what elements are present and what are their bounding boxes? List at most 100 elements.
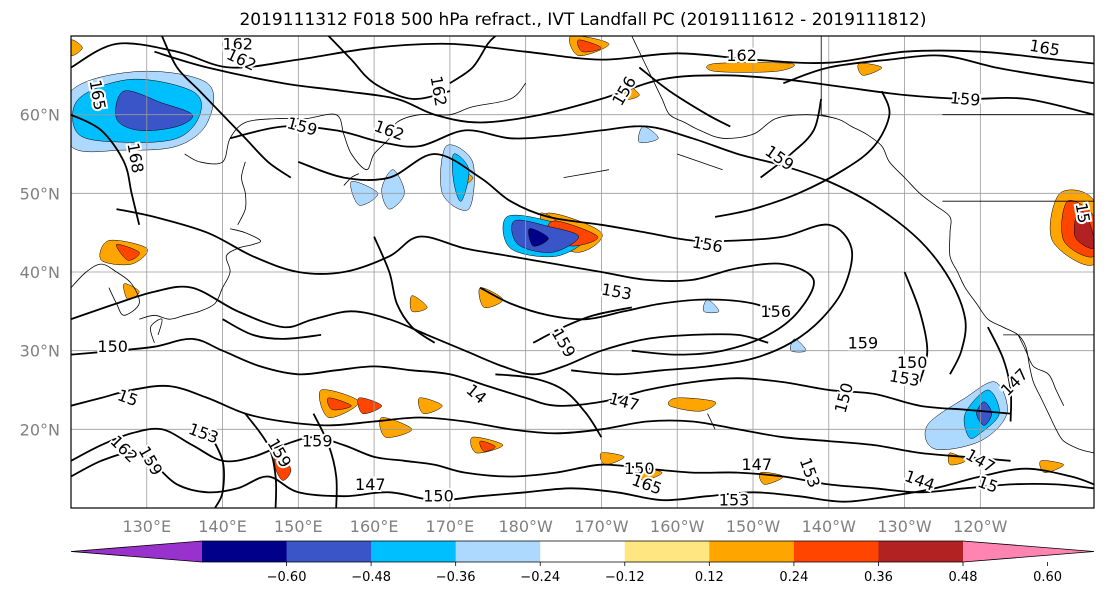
contour-line (71, 337, 1011, 415)
contour-line (373, 236, 436, 344)
colorbar-segment (455, 541, 541, 562)
shaded-region (116, 244, 140, 261)
shaded-region (702, 299, 720, 314)
contour-line (206, 428, 225, 508)
y-tick-label: 30°N (20, 342, 60, 361)
contour-lines (71, 36, 1094, 508)
contour-label: 150 (423, 487, 454, 506)
contour-line (495, 373, 603, 438)
contour-line (116, 208, 815, 356)
contour-label: 150 (897, 353, 928, 372)
x-tick-label: 150°E (274, 517, 323, 536)
shaded-region (71, 39, 83, 57)
coastlines (71, 36, 1094, 454)
shaded-region (667, 397, 717, 412)
contour-label: 162 (726, 46, 757, 65)
coastline (343, 173, 360, 186)
shaded-region (452, 153, 470, 202)
contour-label: 15 (1072, 201, 1094, 224)
contour-line (298, 153, 854, 376)
x-tick-label: 140°E (198, 517, 247, 536)
coastline (149, 318, 163, 343)
contour-line (714, 90, 891, 218)
contour-line (71, 42, 1094, 69)
shaded-region (1039, 460, 1064, 473)
contour-label: 147 (355, 475, 386, 494)
shaded-region (790, 338, 807, 353)
shaded-region (528, 228, 549, 247)
shaded-region (327, 397, 352, 411)
colorbar-segment (202, 541, 288, 562)
colorbar-outline (70, 540, 1095, 563)
contour-line (71, 451, 1094, 503)
colorbar-tick-label: −0.12 (605, 570, 645, 585)
shaded-region (418, 397, 443, 414)
shaded-region (115, 90, 193, 131)
x-tick-label: 170°E (426, 517, 475, 536)
contour-line (71, 384, 1011, 462)
colorbar-segment (624, 541, 710, 562)
contour-line (71, 427, 1094, 494)
contour-line (154, 50, 1094, 124)
coastline (237, 161, 247, 225)
chart-title: 2019111312 F018 500 hPa refract., IVT La… (239, 10, 926, 30)
coastline (139, 228, 262, 320)
colorbar-tick-label: 0.60 (1033, 570, 1062, 585)
y-tick-label: 50°N (20, 184, 60, 203)
x-tick-label: 120°W (953, 517, 1008, 536)
coastline (1017, 334, 1065, 406)
x-tick-label: 160°W (650, 517, 705, 536)
shading-layer (71, 36, 1094, 485)
contour-line (903, 271, 929, 383)
contour-label: 150 (624, 459, 655, 478)
x-tick-label: 170°W (574, 517, 629, 536)
shaded-region (857, 62, 883, 76)
colorbar-segment (793, 541, 879, 562)
colorbar-tick-label: −0.24 (520, 570, 560, 585)
shaded-region (273, 452, 292, 481)
contour-line (222, 318, 322, 340)
border-line (821, 114, 837, 119)
shaded-region (638, 126, 659, 144)
colorbar-segment (371, 541, 457, 562)
shaded-region (1073, 208, 1094, 249)
contour-line (71, 285, 769, 376)
y-tick-label: 20°N (20, 420, 60, 439)
y-axis-ticks: 20°N 30°N 40°N 50°N 60°N (20, 106, 60, 440)
coastline (71, 263, 140, 316)
shaded-region (479, 440, 496, 452)
x-tick-label: 130°W (877, 517, 932, 536)
colorbar-extend-high (963, 541, 1094, 562)
colorbar-segment (286, 541, 372, 562)
colorbar-segment (709, 541, 795, 562)
x-tick-label: 150°W (726, 517, 781, 536)
contour-label: 159 (302, 432, 333, 451)
coastline (631, 36, 1094, 454)
x-axis-ticks: 130°E 140°E 150°E 160°E 170°E 180°W 170°W 160°W… (122, 517, 1007, 536)
shaded-region (706, 62, 795, 73)
contour-line (244, 413, 278, 508)
contour-line (638, 66, 731, 128)
x-tick-label: 160°E (350, 517, 399, 536)
contour-line (760, 98, 823, 179)
y-tick-label: 60°N (20, 106, 60, 125)
contour-label: 150 (97, 337, 128, 356)
contour-line (783, 54, 1094, 85)
contour-label: 147 (742, 455, 773, 474)
colorbar-segment (540, 541, 626, 562)
shaded-region (599, 452, 625, 465)
contour-line (327, 36, 451, 100)
colorbar-tick-label: 0.36 (864, 570, 893, 585)
colorbar-tick-label: 0.48 (949, 570, 978, 585)
coastline (563, 169, 610, 178)
shaded-region (381, 169, 405, 210)
contour-line (479, 286, 784, 321)
contour-label: 153 (719, 491, 750, 510)
colorbar-tick-label: 0.24 (779, 570, 808, 585)
contour-line (161, 36, 292, 179)
contour-line (229, 125, 967, 375)
contour-line (532, 306, 632, 344)
colorbar-tick-label: 0.12 (695, 570, 724, 585)
shaded-region (379, 417, 413, 438)
map-frame (70, 35, 1095, 509)
